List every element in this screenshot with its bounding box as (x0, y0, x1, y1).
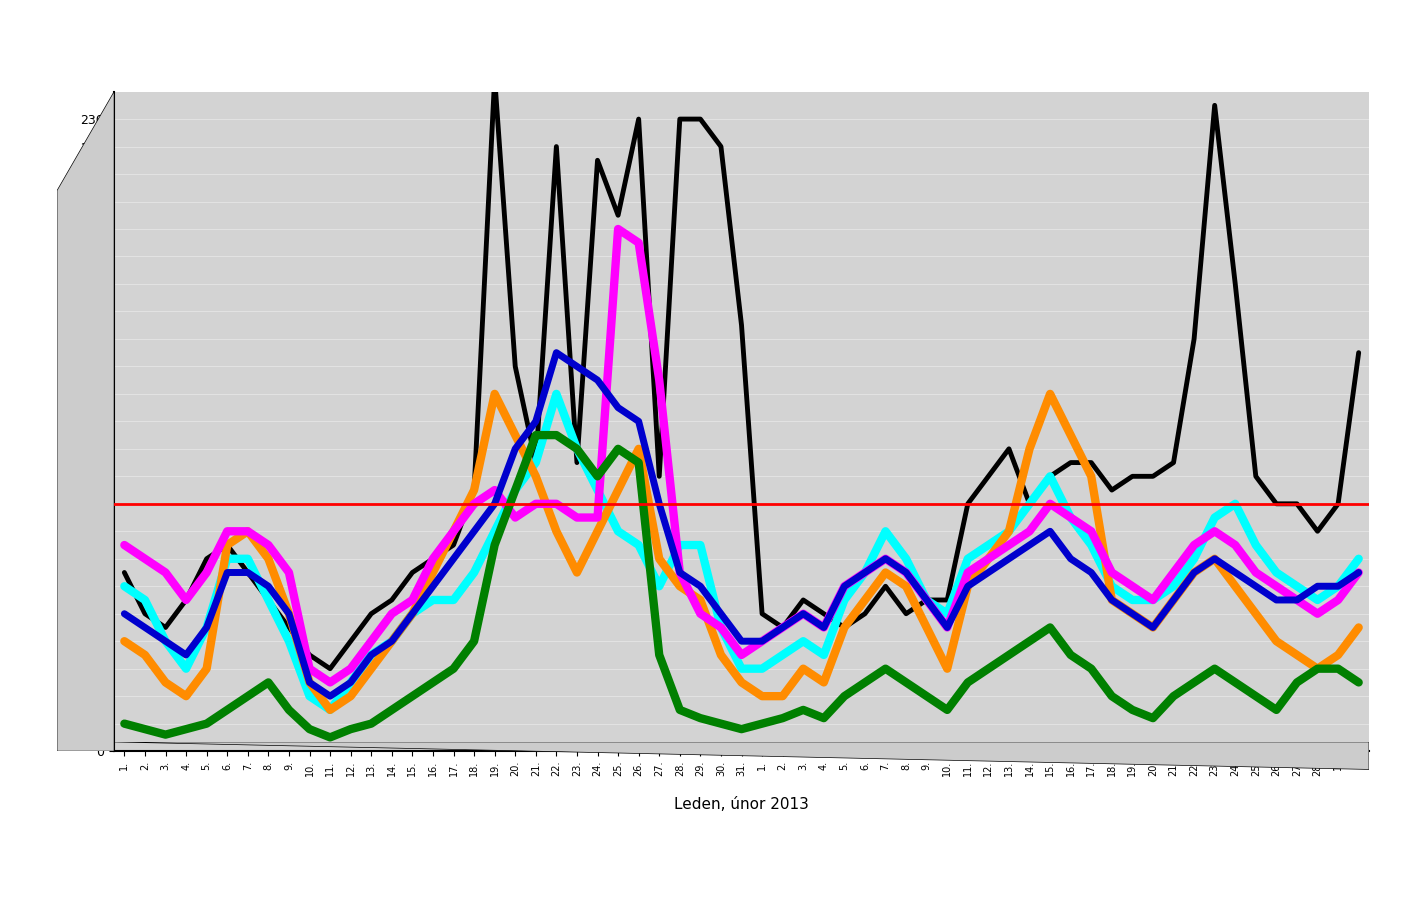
Polygon shape (57, 92, 114, 751)
Polygon shape (114, 742, 1369, 769)
Y-axis label: Koncentrace [μg·m⁻³]: Koncentrace [μg·m⁻³] (60, 346, 74, 496)
X-axis label: Leden, únor 2013: Leden, únor 2013 (674, 797, 809, 812)
